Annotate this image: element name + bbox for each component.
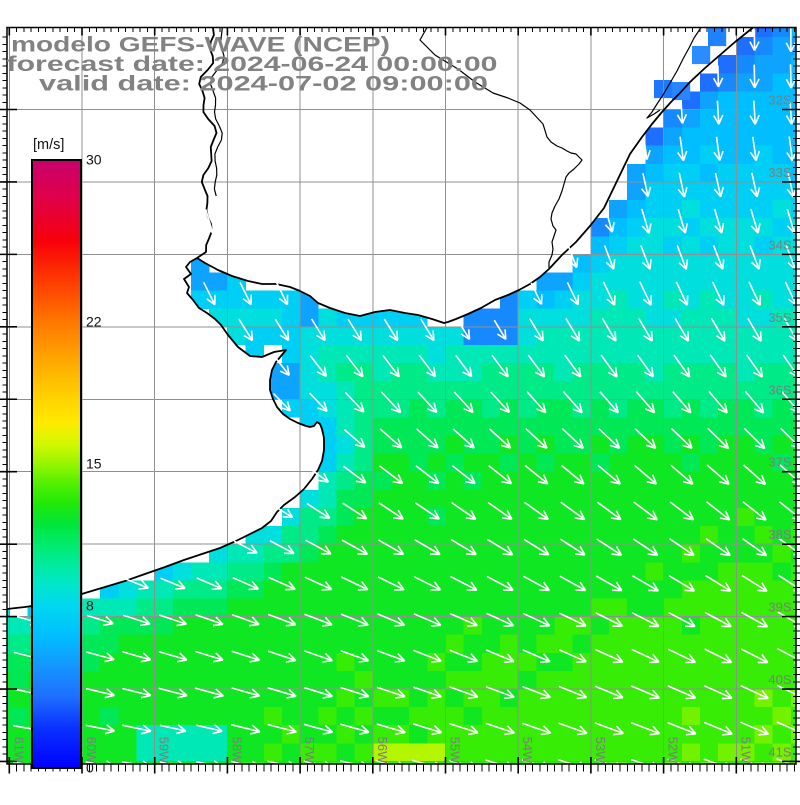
svg-text:8: 8 <box>86 597 94 613</box>
svg-text:41S: 41S <box>768 745 791 760</box>
svg-text:0: 0 <box>86 760 94 776</box>
svg-text:52W: 52W <box>666 737 681 764</box>
svg-text:39S: 39S <box>768 600 791 615</box>
svg-text:57W: 57W <box>302 737 317 764</box>
svg-text:54W: 54W <box>520 737 535 764</box>
svg-text:35S: 35S <box>768 310 791 325</box>
svg-text:40S: 40S <box>768 672 791 687</box>
svg-text:22: 22 <box>86 314 102 330</box>
svg-text:61W: 61W <box>11 737 26 764</box>
svg-text:38S: 38S <box>768 527 791 542</box>
svg-text:[m/s]: [m/s] <box>33 137 64 153</box>
svg-text:53W: 53W <box>593 737 608 764</box>
svg-text:58W: 58W <box>229 737 244 764</box>
svg-text:34S: 34S <box>768 237 791 252</box>
svg-text:56W: 56W <box>375 737 390 764</box>
svg-text:59W: 59W <box>157 737 172 764</box>
svg-text:51W: 51W <box>738 737 753 764</box>
svg-text:36S: 36S <box>768 382 791 397</box>
svg-text:33S: 33S <box>768 165 791 180</box>
svg-text:55W: 55W <box>448 737 463 764</box>
svg-text:valid date: 2024-07-02 09:00:0: valid date: 2024-07-02 09:00:00 <box>39 73 488 96</box>
svg-text:37S: 37S <box>768 455 791 470</box>
svg-text:15: 15 <box>86 456 102 472</box>
svg-text:30: 30 <box>86 152 102 168</box>
svg-text:32S: 32S <box>768 93 791 108</box>
